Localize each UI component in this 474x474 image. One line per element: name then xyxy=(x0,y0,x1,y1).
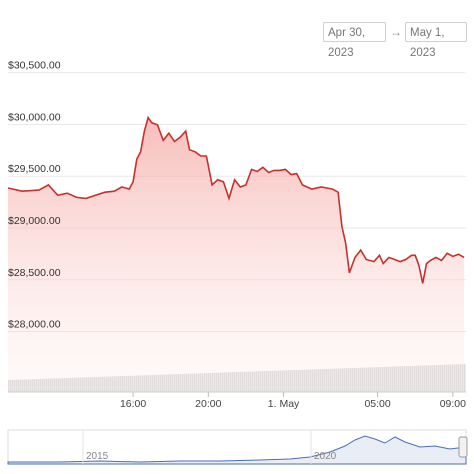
navigator[interactable]: 2015 2020 xyxy=(7,429,468,465)
x-tick-label: 20:00 xyxy=(195,398,221,410)
date-to-input[interactable]: May 1, 2023 xyxy=(405,22,467,59)
navigator-frame xyxy=(7,429,467,465)
price-area xyxy=(8,117,465,392)
range-arrow: → xyxy=(390,25,402,39)
y-tick-label: $28,000.00 xyxy=(8,319,61,331)
navigator-label-2015: 2015 xyxy=(86,451,109,462)
x-tick-label: 1. May xyxy=(268,398,300,410)
y-tick-label: $28,500.00 xyxy=(8,267,61,279)
price-line xyxy=(7,115,465,284)
date-from-input[interactable]: Apr 30, 2023 xyxy=(323,22,386,59)
y-tick-label: $30,000.00 xyxy=(8,111,61,123)
volume-bar xyxy=(464,364,466,392)
y-tick-label: $30,500.00 xyxy=(8,60,61,72)
x-tick-label: 09:00 xyxy=(440,398,466,410)
y-tick-label: $29,000.00 xyxy=(8,215,61,227)
y-tick-label: $29,500.00 xyxy=(8,163,61,175)
x-tick-label: 05:00 xyxy=(364,398,390,410)
navigator-label-2020: 2020 xyxy=(314,451,337,462)
navigator-handle[interactable] xyxy=(458,436,468,458)
x-tick-label: 16:00 xyxy=(120,398,146,410)
navigator-series xyxy=(7,435,467,465)
